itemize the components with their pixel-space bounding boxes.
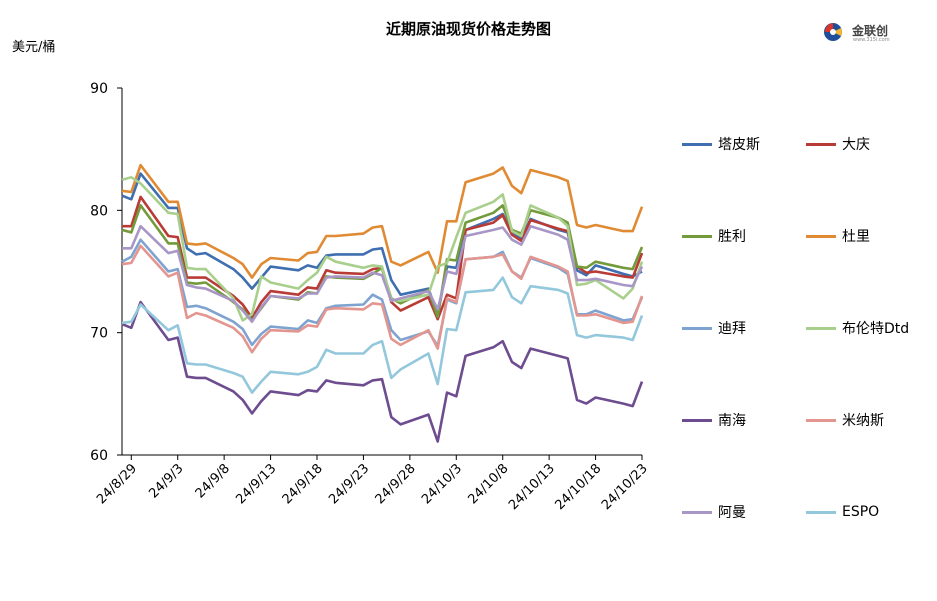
x-tick-label: 24/9/13 [233,461,279,507]
legend-item: 米纳斯 [806,410,884,430]
y-tick-label: 80 [90,203,108,219]
legend-swatch [682,142,712,146]
logo-url: www.315i.com [853,37,890,43]
legend-label: 迪拜 [718,321,746,337]
x-tick-label: 24/9/8 [193,461,233,501]
series-line-3 [121,163,644,279]
chart-title: 近期原油现货价格走势图 [385,20,551,38]
legend-label: 米纳斯 [842,413,884,429]
legend-swatch [682,234,712,238]
legend-item: 阿曼 [682,502,746,522]
x-tick-label: 24/10/13 [506,461,558,513]
legend-swatch [682,510,712,514]
legend-swatch [806,510,836,514]
chart-series-lines [121,163,644,443]
x-tick-label: 24/10/8 [465,461,511,507]
legend-item: 胜利 [682,226,746,246]
legend-item: 大庆 [806,134,870,154]
legend-swatch [682,418,712,422]
legend-label: ESPO [842,504,880,520]
legend-swatch [806,418,836,422]
y-tick-label: 60 [90,448,108,464]
chart-axes [117,87,643,460]
legend-label: 阿曼 [718,505,746,521]
legend-item: ESPO [806,502,879,522]
chart-legend: 塔皮斯 大庆胜利 杜里迪拜 布伦特Dtd 南海 米纳斯阿曼 ESPO [682,128,932,528]
legend-label: 塔皮斯 [718,137,760,153]
brand-logo: 金联创 www.315i.com [822,20,902,46]
legend-swatch [806,234,836,238]
x-tick-label: 24/10/3 [419,461,465,507]
logo-text: 金联创 [852,24,889,38]
legend-item: 布伦特Dtd [806,318,909,338]
series-line-8 [122,224,644,324]
y-tick-labels: 60 70 80 90 [90,81,108,464]
legend-item: 迪拜 [682,318,746,338]
series-line-7 [121,244,644,354]
jinlianchuang-logo-icon [824,23,842,41]
x-tick-label: 24/9/28 [373,461,419,507]
legend-label: 杜里 [842,229,870,245]
y-tick-label: 70 [90,326,108,342]
legend-item: 南海 [682,410,746,430]
series-line-5 [121,176,644,322]
x-tick-label: 24/8/29 [94,461,140,507]
y-axis-unit: 美元/桶 [12,40,56,55]
series-line-6 [121,300,644,443]
x-tick-label: 24/9/18 [280,461,326,507]
x-tick-label: 24/10/18 [553,461,605,513]
legend-swatch [806,326,836,330]
legend-label: 胜利 [718,229,746,245]
legend-label: 南海 [718,413,746,429]
x-tick-label: 24/9/23 [326,461,372,507]
legend-item: 塔皮斯 [682,134,760,154]
legend-item: 杜里 [806,226,870,246]
legend-swatch [806,142,836,146]
x-tick-labels: 24/8/29 24/9/3 24/9/8 24/9/13 24/9/18 24/9/23… [94,461,651,513]
series-line-9 [121,276,644,394]
x-tick-label: 24/10/23 [599,461,651,513]
legend-label: 布伦特Dtd [842,321,910,337]
x-tick-label: 24/9/3 [146,461,186,501]
legend-label: 大庆 [842,137,870,153]
series-line-4 [121,238,644,348]
y-tick-label: 90 [90,81,108,97]
legend-swatch [682,326,712,330]
